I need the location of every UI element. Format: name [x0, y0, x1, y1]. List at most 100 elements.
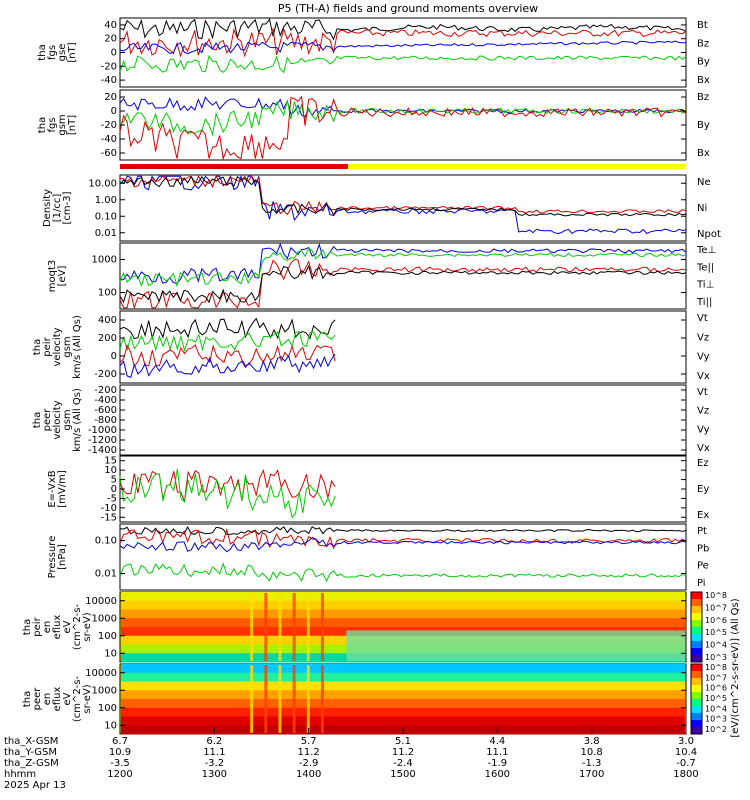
colorbar-segment: [691, 678, 702, 686]
legend-entry: By: [697, 57, 710, 68]
colorbar-tick: 10^8: [705, 591, 727, 600]
panel-3: 10.00 1.00 0.10 0.01 Density [1/cc] [cm-3] Ne Ni…: [42, 174, 721, 242]
x-axis-value: -1.9: [488, 758, 508, 769]
x-axis-value: 1800: [673, 769, 698, 780]
legend-entry: Ni: [697, 203, 707, 214]
colorbar-segment: [691, 641, 702, 649]
y-axis-label: sr-eV): [82, 612, 93, 641]
legend-entry: Te⊥: [696, 245, 716, 256]
colorbar-frame: [690, 663, 703, 735]
y-axis-label: eflux: [52, 687, 63, 712]
x-axis-value: 10.8: [581, 747, 603, 758]
y-tick-label: 200: [98, 333, 117, 344]
legend-entry: Bt: [697, 20, 708, 31]
y-tick-label: 0: [111, 484, 117, 495]
spectrogram-streak: [250, 593, 254, 661]
colorbar-tick: 10^7: [705, 603, 727, 612]
y-axis-label: tha: [32, 339, 43, 355]
y-tick-label: 0.01: [95, 569, 117, 580]
legend-entry: Vx: [697, 443, 710, 454]
y-tick-label: -40: [101, 134, 117, 145]
colorbar-segment: [691, 592, 702, 600]
y-axis-label: fgs: [47, 117, 58, 132]
y-tick-label: 0.10: [95, 211, 117, 222]
y-axis-label: tha: [32, 412, 43, 428]
y-axis-label: fgs: [47, 45, 58, 60]
legend-entry: Bx: [697, 75, 710, 86]
series-line: [119, 353, 336, 378]
spectrogram-band: [121, 609, 685, 619]
spectrogram-streak: [292, 593, 296, 661]
spectrogram-band: [121, 707, 685, 717]
y-axis-label: gsm: [62, 409, 73, 430]
x-axis-value: 11.2: [298, 747, 320, 758]
colorbar-segment: [691, 713, 702, 721]
y-tick-label: 0.01: [95, 228, 117, 239]
y-tick-label: 10.00: [88, 178, 117, 189]
y-axis-label: [nPa]: [57, 544, 68, 570]
series-line: [119, 468, 336, 519]
colorbar-tick: 10^8: [705, 663, 727, 672]
legend-entry: Vt: [697, 313, 708, 324]
series-line: [119, 54, 687, 74]
y-tick-label: -40: [101, 75, 117, 86]
x-axis-value: 5.1: [395, 736, 411, 747]
panel-frame: [119, 310, 687, 384]
y-tick-label: 0.10: [95, 536, 117, 547]
y-tick-label: -20: [101, 61, 117, 72]
y-axis-label: Density: [42, 189, 53, 227]
colorbar-tick: 10^5: [705, 628, 727, 637]
colorbar-segment: [691, 599, 702, 607]
colorbar-segment: [691, 706, 702, 714]
panel-4: 1000 100 moqt3 [eV] Te⊥ Te|| Ti⊥ Ti||: [47, 242, 716, 310]
legend-entry: Vt: [697, 387, 708, 398]
colorbar-tick: 10^6: [705, 616, 727, 625]
x-axis-value: 1600: [485, 769, 510, 780]
x-axis-value: -3.2: [205, 758, 225, 769]
legend-entry: Vx: [697, 371, 710, 382]
y-tick-label: 400: [98, 315, 117, 326]
y-axis-label: [cm-3]: [62, 191, 73, 224]
y-tick-label: 20: [104, 34, 117, 45]
x-axis-row-label: tha_Z-GSM: [4, 758, 59, 769]
x-axis-value: 11.2: [392, 747, 414, 758]
y-tick-label: -800: [94, 415, 117, 426]
panel-9: 10000 1000 100 10 tha peir en eflux eV (cm^2-s-sr…: [22, 591, 687, 663]
panel-5: 400 200 0 -200 tha peir velocity gsm km/s (All Q…: [32, 310, 710, 384]
y-tick-label: 15: [104, 456, 117, 467]
x-axis-value: 4.4: [489, 736, 505, 747]
panel-frame: [119, 523, 687, 591]
x-axis-value: 3.8: [584, 736, 600, 747]
spectrogram-streak: [306, 593, 310, 661]
spectrogram-streak: [264, 665, 268, 733]
legend-entry: Vy: [697, 424, 710, 435]
series-line: [119, 18, 687, 41]
y-axis-label: Pressure: [47, 536, 58, 579]
panel-2: 20 0 -20 -40 -60 tha fgs gsm [nT] Bz By Bx: [37, 89, 710, 161]
y-axis-label: [nT]: [67, 115, 78, 135]
x-axis-value: 11.1: [203, 747, 225, 758]
colorbar-segment: [691, 627, 702, 635]
legend-entry: Ez: [697, 458, 709, 469]
spectrogram-streak: [278, 593, 282, 661]
y-axis-label: [mV/m]: [57, 470, 68, 508]
spectrogram-band: [121, 681, 685, 691]
y-tick-label: -600: [94, 405, 117, 416]
panel-8: 0.10 0.01 Pressure [nPa] Pt Pb Pe Pi: [47, 523, 709, 591]
legend-entry: Pb: [697, 543, 709, 554]
spectrogram-band: [121, 600, 685, 610]
colorbar-tick: 10^4: [705, 641, 727, 650]
y-axis-label: en: [42, 621, 53, 634]
y-tick-label: 5: [111, 475, 117, 486]
series-line: [119, 175, 687, 216]
mode-bar: [120, 164, 686, 169]
spectrogram-band: [121, 699, 685, 709]
x-axis-value: 10.4: [675, 747, 697, 758]
y-axis-label: moqt3: [47, 260, 58, 293]
legend-entry: Pe: [697, 561, 709, 572]
spectrogram-band: [121, 716, 685, 726]
spectrogram-band: [121, 664, 685, 674]
series-line: [119, 40, 687, 55]
